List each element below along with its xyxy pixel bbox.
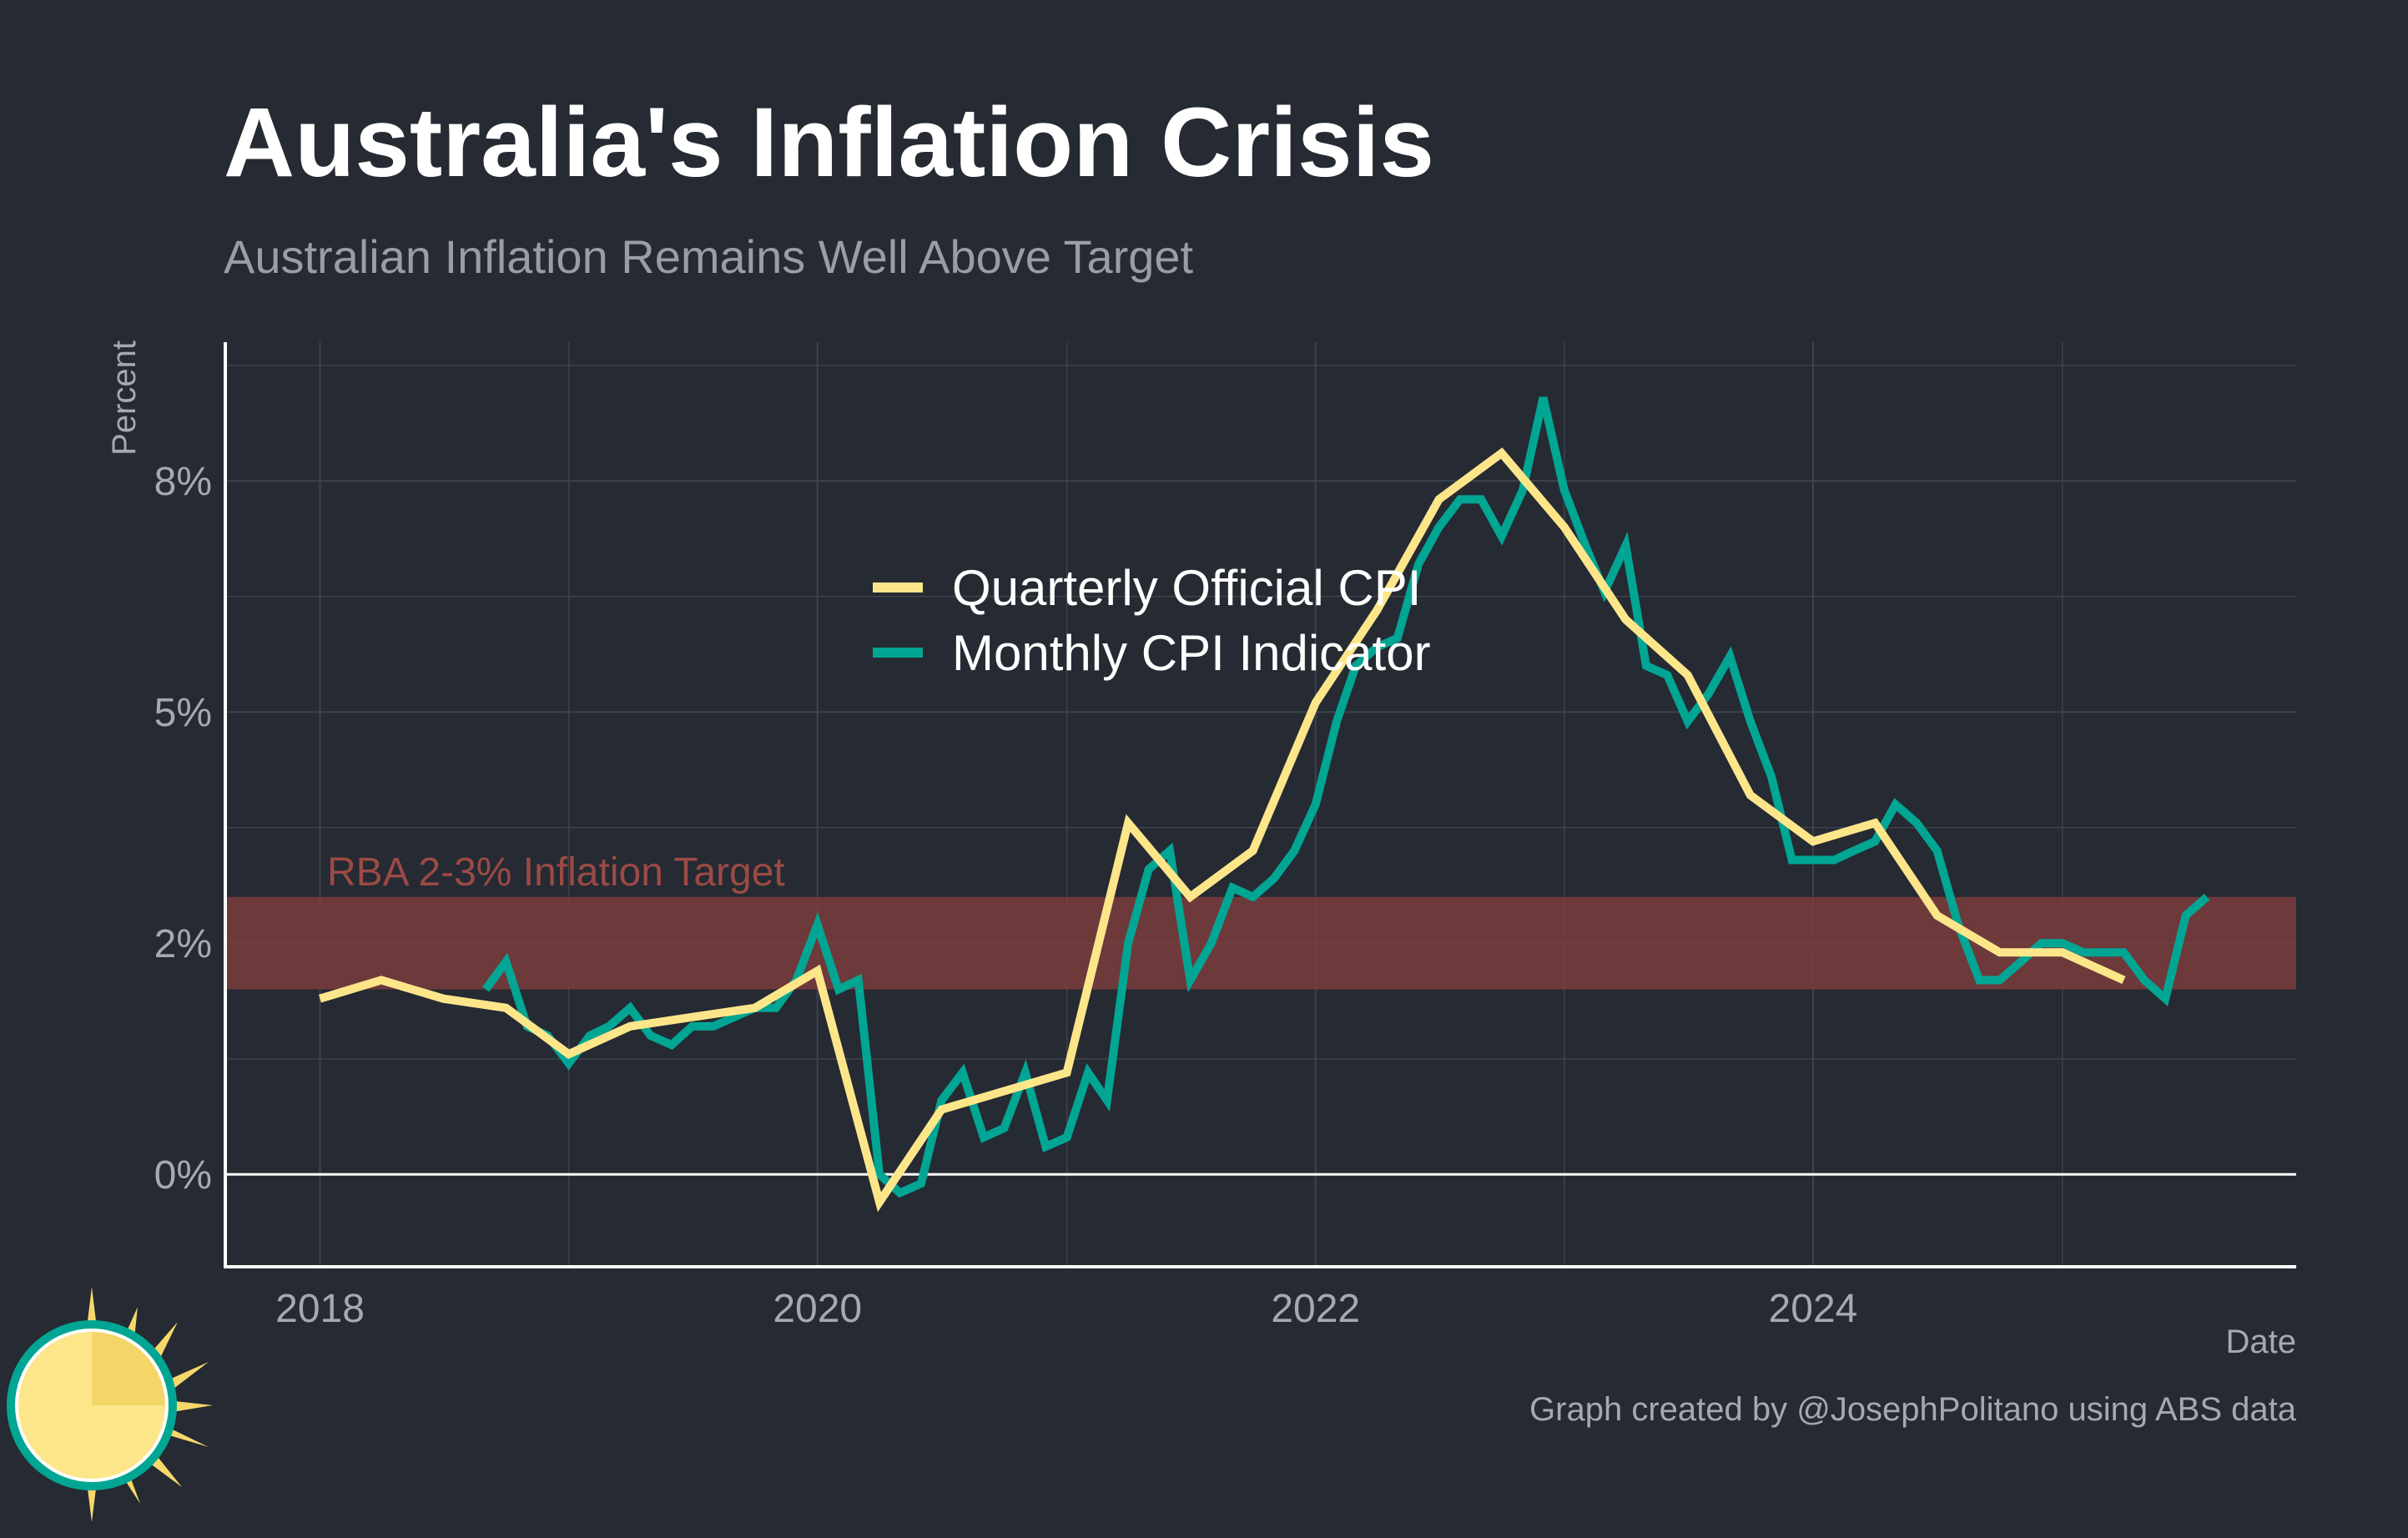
sun-logo-icon <box>7 1287 213 1522</box>
x-tick-label: 2022 <box>1271 1287 1360 1331</box>
legend-label: Quarterly Official CPI <box>952 560 1421 616</box>
y-tick-labels: 0% 2% 5% 8% <box>154 460 212 1198</box>
caption: Graph created by @JosephPolitano using A… <box>1529 1391 2297 1428</box>
y-tick-label: 5% <box>154 691 212 735</box>
y-tick-label: 2% <box>154 922 212 966</box>
x-tick-label: 2018 <box>275 1287 365 1331</box>
x-tick-label: 2024 <box>1769 1287 1858 1331</box>
series-line-monthly-cpi <box>486 398 2207 1193</box>
x-tick-label: 2020 <box>773 1287 862 1331</box>
y-axis-title: Percent <box>106 340 143 456</box>
y-tick-label: 0% <box>154 1153 212 1198</box>
series-layer <box>320 398 2208 1203</box>
x-axis-title: Date <box>2226 1324 2297 1360</box>
y-tick-label: 8% <box>154 460 212 504</box>
grid-major <box>225 342 2296 1267</box>
legend-label: Monthly CPI Indicator <box>952 625 1431 681</box>
legend: Quarterly Official CPI Monthly CPI Indica… <box>873 560 1431 681</box>
target-band-label: RBA 2-3% Inflation Target <box>327 850 785 895</box>
x-tick-labels: 2018 2020 2022 2024 <box>275 1287 1857 1331</box>
